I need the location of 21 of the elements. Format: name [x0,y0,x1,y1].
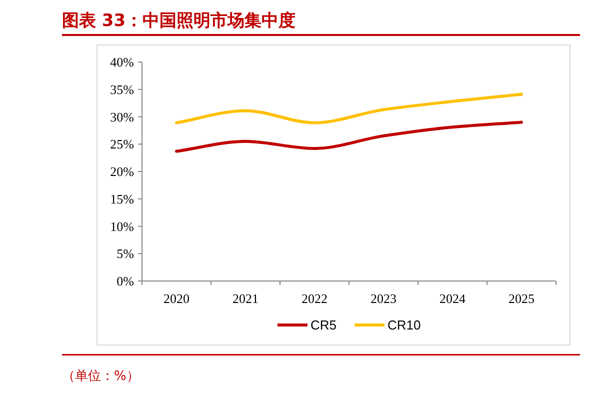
y-tick-label: 40% [110,54,134,70]
y-tick-label: 10% [110,218,134,234]
y-tick-label: 0% [116,274,134,288]
legend-label: CR5 [310,318,337,332]
x-tick-label: 2023 [370,291,396,306]
y-tick-label: 5% [116,246,134,262]
x-tick-label: 2024 [440,291,466,306]
x-tick-label: 2020 [164,291,190,306]
x-tick-label: 2022 [302,291,328,306]
y-tick-label: 15% [110,191,134,206]
x-tick-label: 2021 [232,291,258,306]
y-tick-label: 20% [110,164,134,179]
text: （单位：%） [62,369,140,384]
y-tick-label: 35% [110,82,134,97]
y-tick-label: 25% [110,136,134,152]
legend-label: CR10 [388,318,421,332]
line-series [175,120,523,153]
y-tick-label: 30% [110,109,134,124]
line-series [175,92,523,124]
chart-title: 图表 33：中国照明市场集中度 [62,11,296,31]
x-tick-label: 2025 [508,291,534,306]
